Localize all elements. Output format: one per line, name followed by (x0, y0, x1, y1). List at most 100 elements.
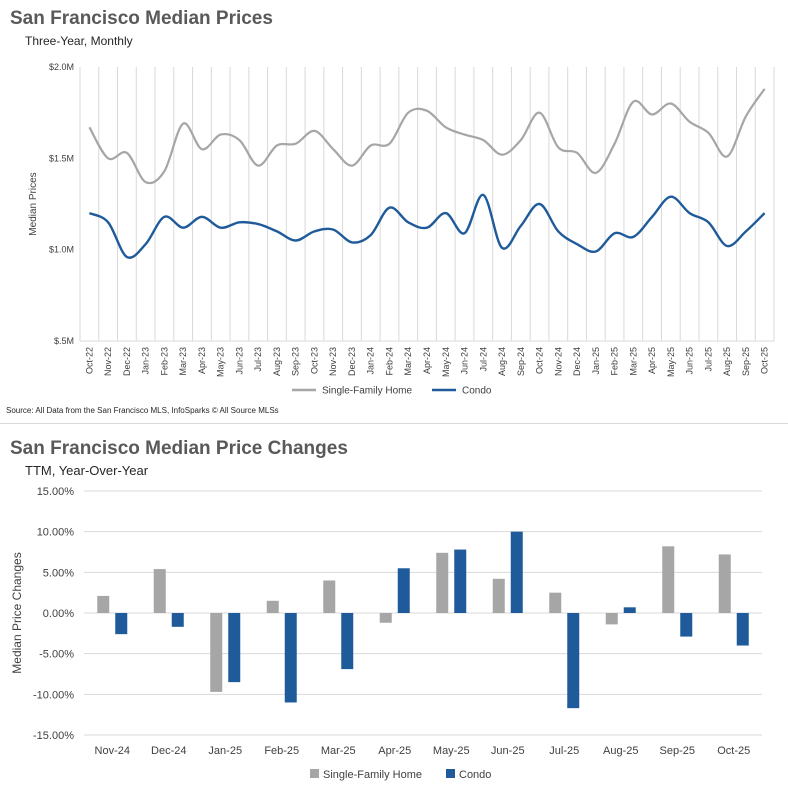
x-tick-label: Mar-23 (178, 347, 188, 376)
bar-condo (510, 531, 523, 613)
bar-single-family-home (436, 552, 449, 613)
line-chart-title: San Francisco Median Prices (10, 8, 273, 29)
x-tick-label: Dec-24 (572, 347, 582, 376)
x-tick-label: Jul-24 (478, 347, 488, 372)
legend-swatch (446, 769, 455, 778)
x-tick-label: May-23 (216, 347, 226, 377)
x-tick-label: Nov-24 (95, 745, 130, 757)
x-tick-label: Aug-23 (272, 347, 282, 376)
x-tick-label: Jul-25 (703, 347, 713, 372)
x-tick-label: Aug-24 (497, 347, 507, 376)
x-tick-label: Jun-25 (491, 745, 525, 757)
y-tick-label: 10.00% (37, 527, 75, 539)
bar-condo (228, 613, 241, 683)
x-tick-label: Jun-23 (234, 347, 244, 375)
bar-condo (341, 613, 354, 670)
x-tick-label: Sep-25 (660, 745, 695, 757)
bar-chart-title: San Francisco Median Price Changes (10, 438, 348, 459)
x-tick-label: Mar-25 (321, 745, 356, 757)
line-chart-subtitle: Three-Year, Monthly (25, 34, 133, 48)
x-tick-label: Sep-23 (291, 347, 301, 376)
legend-label: Single-Family Home (323, 769, 422, 781)
x-tick-label: May-25 (666, 347, 676, 377)
section-divider (0, 423, 788, 424)
series-line-single-family-home (88, 88, 766, 185)
x-tick-label: Apr-24 (422, 347, 432, 374)
bar-condo (567, 613, 580, 709)
y-tick-label: 5.00% (43, 567, 74, 579)
x-tick-label: Jun-24 (460, 347, 470, 375)
bar-single-family-home (323, 580, 336, 613)
bar-condo (397, 568, 410, 613)
line-chart: $.5M $1.0M $1.5M $2.0M Median Prices Oct-22 No… (28, 62, 775, 397)
bar-condo (454, 549, 467, 613)
bar-chart-subtitle: TTM, Year-Over-Year (25, 463, 149, 478)
bar-condo (284, 613, 297, 703)
y-tick-label: $1.0M (49, 245, 74, 255)
x-tick-label: Sep-24 (516, 347, 526, 376)
x-tick-label: Aug-25 (603, 745, 638, 757)
x-tick-label: Jan-25 (591, 347, 601, 375)
bar-single-family-home (266, 600, 279, 613)
y-tick-label: 15.00% (37, 486, 75, 498)
series-line-condo (88, 193, 766, 259)
bar-single-family-home (210, 613, 223, 692)
bar-chart: -15.00% -10.00% -5.00% 0.00% 5.00% 10.00% 15.0… (10, 486, 762, 781)
y-axis-label: Median Prices (28, 172, 39, 235)
x-tick-label: Feb-25 (264, 745, 299, 757)
y-axis-label: Median Price Changes (10, 552, 24, 673)
bar-condo (171, 613, 184, 627)
y-tick-label: -5.00% (39, 649, 74, 661)
bar-single-family-home (379, 613, 392, 623)
x-tick-label: Oct-25 (717, 745, 750, 757)
bar-single-family-home (662, 546, 675, 613)
y-tick-label: -15.00% (33, 730, 74, 742)
x-tick-label: Dec-24 (151, 745, 186, 757)
x-tick-label: Apr-25 (647, 347, 657, 374)
x-tick-label: Jan-25 (208, 745, 242, 757)
bar-single-family-home (605, 613, 618, 625)
bar-single-family-home (97, 595, 110, 613)
x-tick-label: Nov-23 (328, 347, 338, 376)
x-tick-label: May-24 (441, 347, 451, 377)
x-tick-label: Feb-23 (159, 347, 169, 376)
x-tick-label: Jul-23 (253, 347, 263, 372)
x-tick-label: Sep-25 (741, 347, 751, 376)
legend-label: Condo (462, 386, 492, 397)
x-tick-label: Oct-24 (535, 347, 545, 374)
x-tick-label: Apr-25 (378, 745, 411, 757)
x-tick-label: Oct-23 (309, 347, 319, 374)
bar-condo (680, 613, 693, 637)
legend-label: Single-Family Home (322, 386, 412, 397)
x-tick-label: Jan-24 (366, 347, 376, 375)
legend-label: Condo (459, 769, 491, 781)
x-tick-label: Oct-22 (84, 347, 94, 374)
source-note: Source: All Data from the San Francisco … (6, 406, 279, 415)
bar-condo (623, 607, 636, 613)
bar-condo (115, 613, 128, 635)
x-tick-label: May-25 (433, 745, 470, 757)
y-tick-label: $2.0M (49, 62, 74, 72)
bar-single-family-home (718, 554, 731, 613)
legend-swatch (310, 769, 319, 778)
x-tick-label: Dec-23 (347, 347, 357, 376)
bar-single-family-home (153, 569, 166, 613)
x-tick-label: Nov-22 (103, 347, 113, 376)
y-tick-label: 0.00% (43, 608, 74, 620)
x-tick-label: Apr-23 (197, 347, 207, 374)
x-tick-label: Jun-25 (685, 347, 695, 375)
y-tick-label: $.5M (54, 336, 74, 346)
x-tick-label: Oct-25 (760, 347, 770, 374)
bar-single-family-home (492, 578, 505, 613)
y-tick-label: -10.00% (33, 689, 74, 701)
x-tick-label: Feb-24 (384, 347, 394, 376)
y-tick-label: $1.5M (49, 153, 74, 163)
x-tick-label: Nov-24 (553, 347, 563, 376)
bar-single-family-home (549, 592, 562, 613)
bar-condo (736, 613, 749, 646)
x-tick-label: Aug-25 (722, 347, 732, 376)
x-tick-label: Jan-23 (141, 347, 151, 375)
x-tick-label: Mar-25 (628, 347, 638, 376)
x-tick-label: Mar-24 (403, 347, 413, 376)
x-tick-label: Feb-25 (610, 347, 620, 376)
